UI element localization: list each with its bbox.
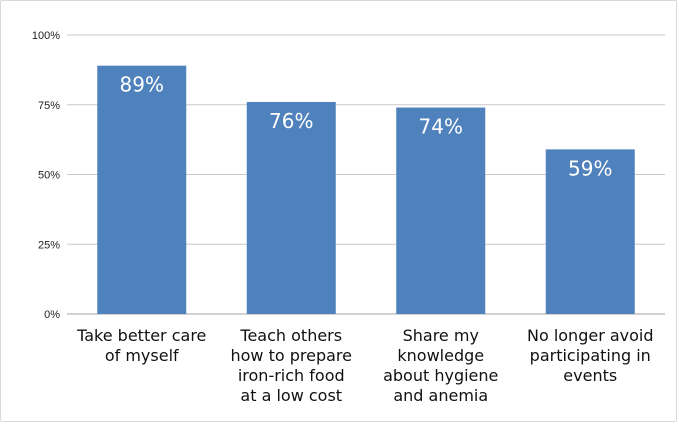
category-label-line: and anemia (393, 386, 488, 405)
category-label-line: iron-rich food (238, 366, 345, 385)
data-label: 89% (120, 73, 164, 97)
category-label-line: events (563, 366, 617, 385)
bar (545, 149, 635, 314)
category-label-line: participating in (530, 346, 651, 365)
data-label: 59% (568, 156, 612, 180)
category-label: Teach others how to prepare iron-rich food… (230, 326, 352, 405)
category-label-line: of myself (105, 346, 179, 365)
bar (396, 107, 486, 314)
category-label-line: how to prepare (230, 346, 352, 365)
category-label: No longer avoid participating in events (527, 326, 654, 385)
data-label: 76% (269, 109, 313, 133)
category-label-line: Share my (403, 326, 479, 345)
y-tick-label: 0% (44, 309, 60, 321)
category-label-line: Take better care (76, 326, 206, 345)
y-tick-label: 50% (38, 170, 60, 182)
bar (246, 101, 336, 315)
category-label-line: No longer avoid (527, 326, 654, 345)
category-label-line: Teach others (239, 326, 342, 345)
y-tick-label: 100% (32, 30, 60, 42)
data-label: 74% (419, 115, 463, 139)
category-label-line: knowledge (397, 346, 484, 365)
bar (97, 65, 187, 314)
y-tick-label: 25% (38, 239, 60, 251)
category-label-line: at a low cost (240, 386, 342, 405)
category-label: Take better care of myself (76, 326, 206, 365)
category-label-line: about hygiene (383, 366, 498, 385)
y-tick-label: 75% (38, 100, 60, 112)
category-label: Share my knowledge about hygiene and anemia (383, 326, 498, 405)
